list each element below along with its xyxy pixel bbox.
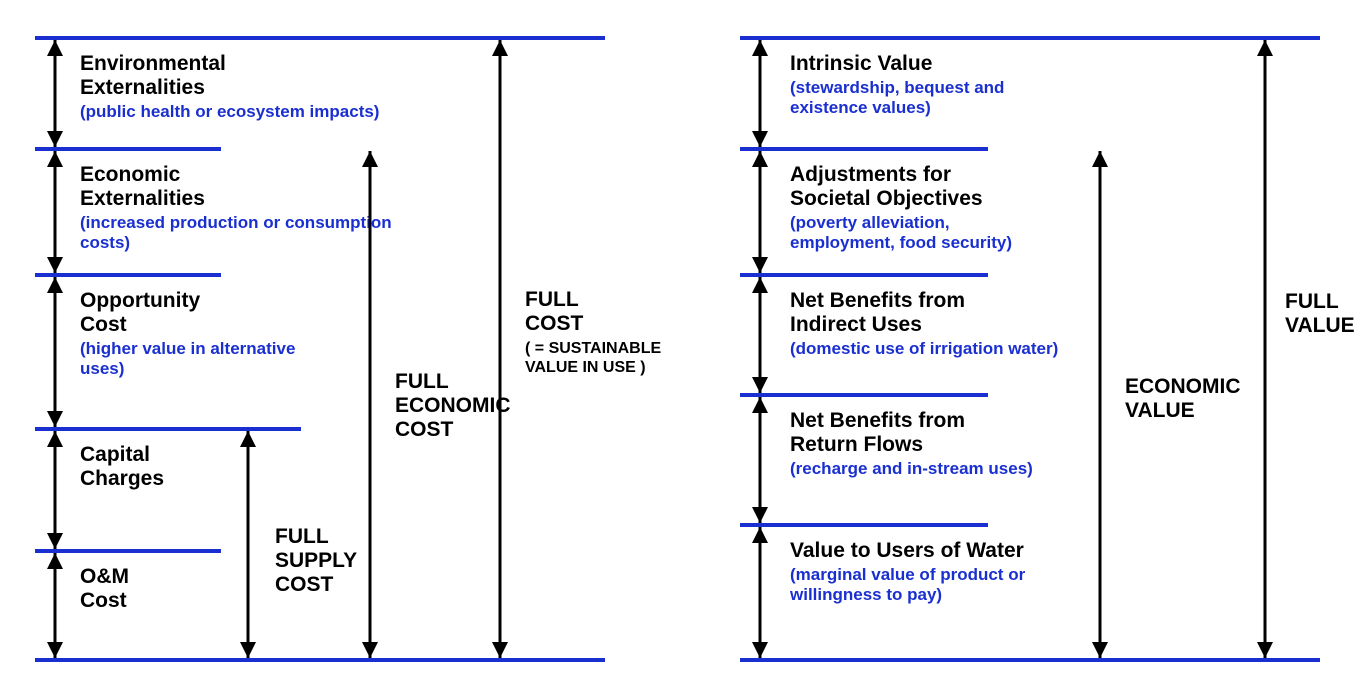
right-bracket-1-label: FULL [1285,290,1339,314]
right-bracket-1-label: VALUE [1285,314,1355,338]
right-bracket-arrow-1 [0,0,1361,679]
diagram-stage: EnvironmentalExternalities(public health… [0,0,1361,679]
